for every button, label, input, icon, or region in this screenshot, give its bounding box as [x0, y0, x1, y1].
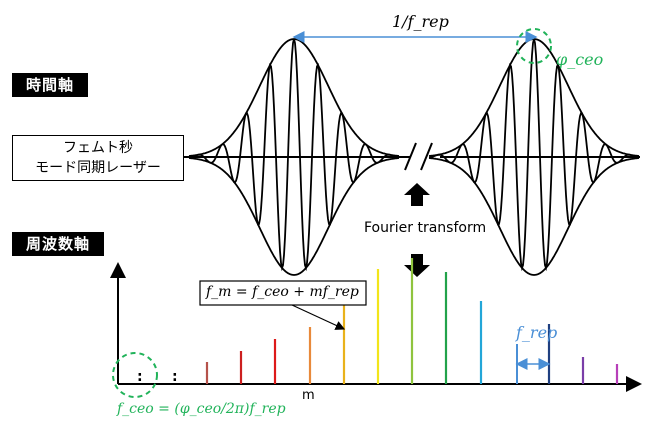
phase-marker-circle: [516, 28, 552, 64]
comb-equation-box: [199, 280, 367, 306]
pulse-envelope-lower: [188, 157, 400, 276]
offset-marker-circle: [112, 352, 158, 398]
phase-label: φ_ceo: [556, 50, 604, 69]
dots-1: :: [137, 369, 143, 385]
up-arrow-icon: [404, 183, 430, 206]
down-arrow-icon: [404, 254, 430, 277]
pulse-envelope-upper: [188, 38, 400, 157]
laser-label-box: フェムト秒 モード同期レーザー: [12, 135, 184, 181]
time-axis-label: 時間軸: [12, 73, 89, 97]
comb-equation: f_m = f_ceo + mf_rep: [206, 284, 359, 300]
pulse-envelope-upper: [428, 38, 640, 157]
offset-equation: f_ceo = (φ_ceo/2π)f_rep: [117, 401, 286, 417]
laser-label-line1: フェムト秒: [63, 140, 133, 156]
m-axis-label: m: [302, 388, 315, 403]
spacing-label: f_rep: [516, 323, 558, 342]
frequency-comb: [205, 258, 619, 384]
frequency-axis-label: 周波数軸: [12, 232, 105, 256]
comb-equation-pointer: [291, 304, 346, 330]
pulse-envelope-lower: [428, 157, 640, 276]
fourier-transform-label: Fourier transform: [364, 220, 487, 236]
period-label: 1/f_rep: [392, 12, 449, 31]
laser-label-line2: モード同期レーザー: [35, 160, 161, 176]
dots-2: :: [172, 369, 178, 385]
axis-break-icon: [404, 142, 433, 171]
